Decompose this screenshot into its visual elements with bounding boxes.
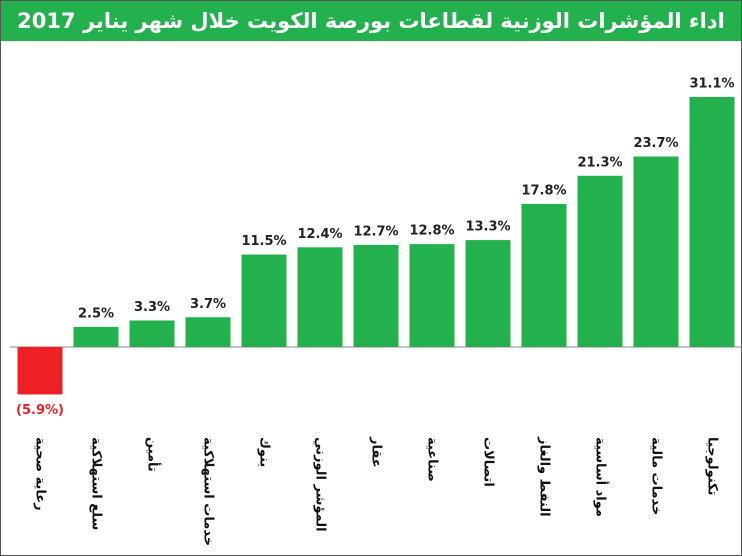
x-tick-label: تأمين	[145, 437, 162, 472]
value-label: 12.8%	[409, 224, 454, 239]
bar	[17, 347, 63, 395]
x-tick-label: صناعية	[425, 437, 440, 482]
title-bar	[1, 1, 741, 41]
x-tick-label: بنوك	[257, 437, 272, 467]
value-label: 23.7%	[633, 136, 678, 151]
x-tick-label: رعاية صحية	[33, 437, 48, 511]
x-tick-label: عقار	[369, 436, 384, 468]
value-label: 31.1%	[689, 77, 734, 92]
value-label: 12.7%	[353, 224, 398, 239]
bar	[633, 156, 679, 347]
x-tick-label: النفط والغاز	[537, 436, 552, 517]
value-label: 12.4%	[297, 227, 342, 242]
value-label: 3.3%	[134, 300, 170, 315]
x-tick-label: المؤشر الوزني	[313, 437, 328, 532]
bar	[297, 247, 343, 347]
value-label: 3.7%	[190, 297, 226, 312]
bar	[689, 97, 735, 347]
bar	[465, 240, 511, 347]
value-label: 2.5%	[78, 306, 114, 321]
bar	[185, 317, 231, 347]
x-tick-label: اتصالات	[481, 437, 496, 487]
bar	[353, 244, 399, 347]
bar	[409, 244, 455, 347]
x-tick-label: خدمات مالية	[649, 437, 664, 515]
x-tick-label: خدمات استهلاكية	[201, 437, 216, 546]
value-label: (5.9%)	[16, 403, 64, 418]
x-tick-label: سلع استهلاكية	[89, 437, 104, 530]
bar	[73, 326, 119, 347]
x-tick-label: تكنولوجيا	[705, 437, 720, 496]
value-label: 21.3%	[577, 155, 622, 170]
x-tick-label: مواد أساسية	[593, 437, 610, 517]
value-label: 11.5%	[241, 234, 286, 249]
bar	[577, 175, 623, 347]
bar	[521, 203, 567, 347]
chart-title: اداء المؤشرات الوزنية لقطاعات بورصة الكو…	[17, 9, 725, 33]
value-label: 17.8%	[521, 183, 566, 198]
bar	[129, 320, 175, 347]
bar	[241, 254, 287, 347]
value-label: 13.3%	[465, 220, 510, 235]
